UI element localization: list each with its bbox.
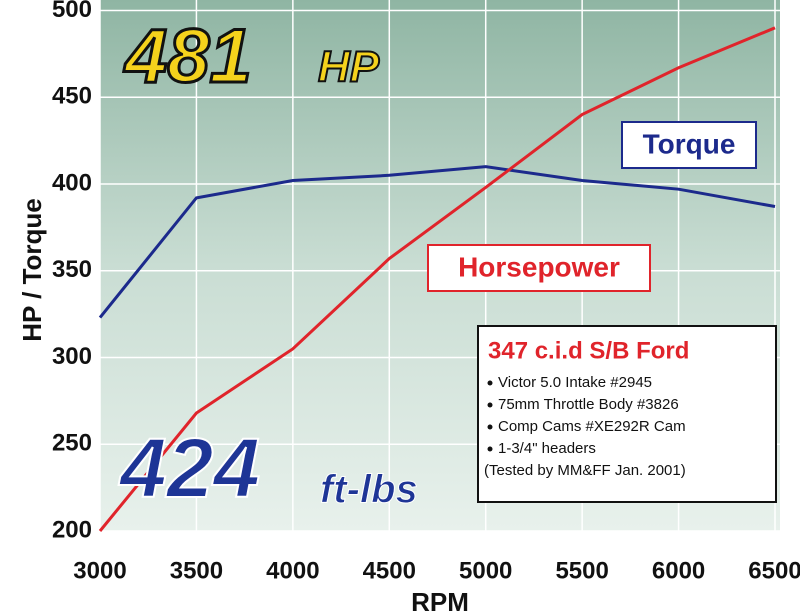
x-tick-label: 3500	[170, 557, 223, 584]
y-tick-label: 200	[52, 516, 92, 543]
bullet	[487, 402, 493, 408]
info-item: 75mm Throttle Body #3826	[498, 396, 679, 413]
y-tick-label: 300	[52, 343, 92, 370]
legend-label: Horsepower	[458, 251, 620, 282]
info-title: 347 c.i.d S/B Ford	[488, 337, 689, 364]
y-tick-label: 400	[52, 169, 92, 196]
x-tick-label: 6500	[748, 557, 800, 584]
bullet	[487, 446, 493, 452]
peak-hp-unit: HP	[318, 43, 380, 92]
peak-torque-unit: ft-lbs	[320, 468, 418, 512]
y-tick-label: 350	[52, 256, 92, 283]
info-item: Comp Cams #XE292R Cam	[498, 418, 686, 435]
x-tick-label: 3000	[73, 557, 126, 584]
peak-hp-number: 481	[123, 14, 252, 99]
x-tick-label: 4500	[363, 557, 416, 584]
series-line	[98, 26, 776, 532]
x-tick-label: 6000	[652, 557, 705, 584]
y-tick-label: 250	[52, 430, 92, 457]
horsepower-label-box	[427, 244, 651, 292]
info-item: 1-3/4" headers	[498, 440, 596, 457]
bullet	[487, 424, 493, 430]
info-note: (Tested by MM&FF Jan. 2001)	[484, 462, 686, 479]
x-tick-label: 5500	[555, 557, 608, 584]
x-tick-label: 5000	[459, 557, 512, 584]
info-box	[477, 325, 777, 503]
y-axis-label: HP / Torque	[17, 198, 47, 342]
x-axis-label: RPM	[411, 587, 469, 614]
y-tick-label: 500	[52, 0, 92, 23]
y-tick-label: 450	[52, 83, 92, 110]
bullet	[487, 380, 493, 386]
series-line	[98, 165, 776, 319]
legend-label: Torque	[643, 128, 736, 159]
torque-label-box	[621, 121, 757, 169]
info-item: Victor 5.0 Intake #2945	[498, 374, 652, 391]
peak-torque-number: 424	[118, 421, 260, 515]
x-tick-label: 4000	[266, 557, 319, 584]
